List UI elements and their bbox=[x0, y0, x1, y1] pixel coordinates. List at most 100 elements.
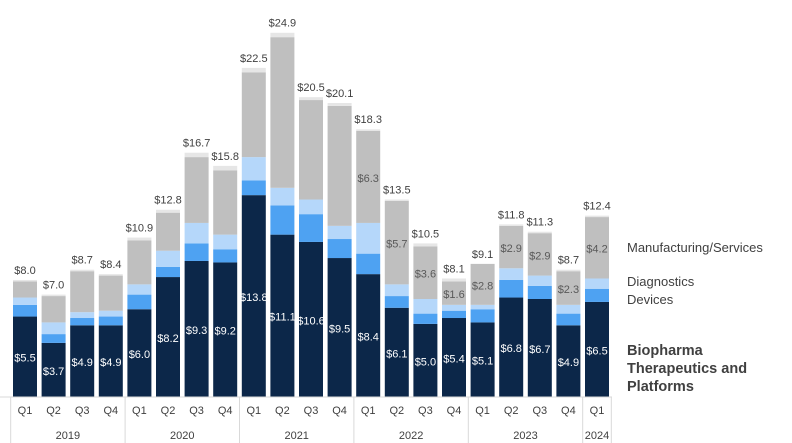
bar-segment bbox=[184, 222, 209, 244]
data-label: $9.2 bbox=[214, 326, 235, 338]
data-label: $2.9 bbox=[529, 250, 550, 262]
x-tick-label: Q3 bbox=[75, 405, 90, 417]
bar-segment bbox=[470, 263, 495, 305]
total-label: $8.0 bbox=[14, 265, 35, 277]
x-tick-label: Q2 bbox=[46, 405, 61, 417]
x-tick-label: Q1 bbox=[590, 405, 605, 417]
bar-segment bbox=[384, 284, 409, 297]
total-label: $10.9 bbox=[126, 222, 154, 234]
bar-segment bbox=[156, 266, 180, 278]
bar-segment bbox=[442, 310, 466, 319]
bar-remainder bbox=[527, 231, 552, 234]
data-label: $5.5 bbox=[14, 353, 35, 365]
bar-segment bbox=[41, 322, 66, 335]
bar-remainder bbox=[70, 269, 95, 272]
bar-segment bbox=[98, 325, 123, 397]
bar-remainder bbox=[384, 199, 409, 201]
bar-segment bbox=[527, 298, 552, 397]
x-tick-label: Q1 bbox=[361, 405, 376, 417]
bar-segment bbox=[41, 296, 66, 323]
bar-segment bbox=[184, 260, 209, 397]
bar-remainder bbox=[241, 67, 266, 73]
data-label: $9.5 bbox=[329, 323, 350, 335]
data-label: $4.2 bbox=[586, 244, 607, 256]
total-label: $20.1 bbox=[326, 88, 354, 100]
bar-segment bbox=[413, 246, 438, 299]
bar-segment bbox=[413, 323, 438, 397]
data-label: $6.8 bbox=[500, 343, 521, 355]
bar-segment bbox=[13, 281, 37, 298]
bar-segment bbox=[499, 297, 524, 397]
bar-segment bbox=[585, 301, 609, 397]
x-tick-label: Q4 bbox=[103, 405, 118, 417]
bar-segment bbox=[127, 309, 152, 397]
bar-segment bbox=[70, 325, 95, 397]
bar-segment bbox=[70, 312, 95, 319]
bar-segment bbox=[127, 294, 152, 310]
bar-remainder bbox=[499, 224, 524, 226]
bar-segment bbox=[70, 271, 95, 313]
bar-segment bbox=[327, 239, 352, 259]
total-label: $9.1 bbox=[472, 249, 493, 261]
total-label: $20.5 bbox=[297, 82, 325, 94]
bar-segment bbox=[213, 249, 238, 263]
bar-remainder bbox=[327, 102, 352, 106]
bar-remainder bbox=[13, 279, 37, 282]
total-label: $7.0 bbox=[43, 280, 64, 292]
bar-segment bbox=[241, 72, 266, 158]
bar-segment bbox=[41, 342, 66, 397]
bar-segment bbox=[213, 262, 238, 397]
bar-segment bbox=[556, 271, 581, 305]
bar-segment bbox=[13, 316, 37, 397]
bar-segment bbox=[156, 212, 180, 251]
total-label: $12.8 bbox=[154, 195, 182, 207]
data-label: $2.9 bbox=[500, 243, 521, 255]
bar-remainder bbox=[127, 237, 152, 241]
bar-segment bbox=[499, 268, 524, 280]
bar-segment bbox=[13, 297, 37, 305]
x-tick-label: Q4 bbox=[561, 405, 576, 417]
x-tick-label: Q2 bbox=[504, 405, 519, 417]
bar-segment bbox=[442, 304, 466, 311]
bar-segment bbox=[270, 187, 295, 206]
data-label: $8.4 bbox=[357, 331, 378, 343]
bar-segment bbox=[156, 250, 180, 267]
bar-segment bbox=[299, 100, 323, 200]
total-label: $22.5 bbox=[240, 53, 268, 65]
data-label: $3.7 bbox=[43, 366, 64, 378]
bar-segment bbox=[442, 281, 466, 305]
data-label: $4.9 bbox=[71, 357, 92, 369]
bar-segment bbox=[270, 205, 295, 235]
data-label: $10.6 bbox=[297, 315, 325, 327]
total-label: $11.3 bbox=[526, 217, 553, 229]
bar-segment bbox=[356, 130, 381, 223]
bar-segment bbox=[241, 195, 266, 397]
data-label: $5.1 bbox=[472, 356, 493, 368]
bar-segment bbox=[556, 304, 581, 314]
data-label: $6.7 bbox=[529, 344, 550, 356]
bar-segment bbox=[470, 309, 495, 323]
bar-segment bbox=[527, 285, 552, 299]
bar-remainder bbox=[413, 243, 438, 247]
bar-segment bbox=[356, 274, 381, 397]
bar-segment bbox=[213, 234, 238, 250]
total-label: $24.9 bbox=[269, 18, 297, 30]
data-label: $1.6 bbox=[443, 289, 464, 301]
bar-remainder bbox=[442, 278, 466, 282]
bar-segment bbox=[299, 214, 323, 242]
total-label: $8.1 bbox=[443, 263, 464, 275]
bar-segment bbox=[470, 304, 495, 310]
legend-label: Biopharma Therapeutics and Platforms bbox=[627, 343, 748, 395]
bar-segment bbox=[127, 284, 152, 295]
data-label: $5.0 bbox=[415, 356, 436, 368]
bar-remainder bbox=[556, 269, 581, 272]
bar-segment bbox=[413, 298, 438, 314]
data-label: $6.3 bbox=[357, 173, 378, 185]
x-group-label: 2023 bbox=[513, 430, 537, 442]
bar-segment bbox=[213, 170, 238, 235]
bar-segment bbox=[356, 253, 381, 275]
bar-segment bbox=[184, 243, 209, 261]
x-group-label: 2022 bbox=[399, 430, 423, 442]
